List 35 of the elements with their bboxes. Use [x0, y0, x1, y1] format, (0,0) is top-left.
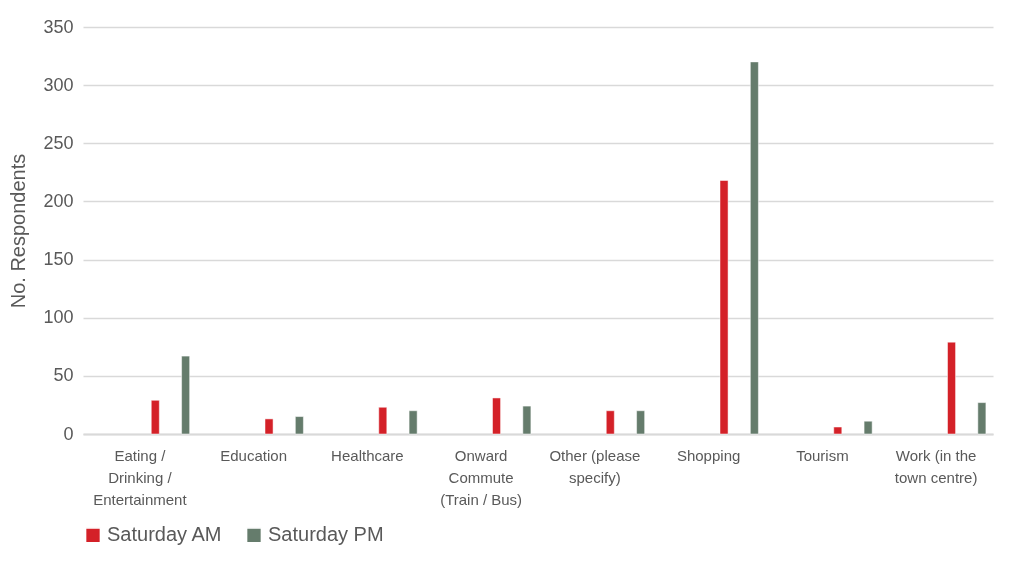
- bar: [719, 180, 729, 435]
- x-tick-label: Onward Commute (Train / Bus): [440, 446, 523, 508]
- bar: [947, 341, 956, 435]
- x-tick-label: Other (please specify): [549, 446, 641, 486]
- y-tick-label: 300: [43, 74, 74, 95]
- x-tick-label: Healthcare: [331, 446, 404, 464]
- bar: [408, 410, 418, 435]
- x-tick-label: Education: [220, 446, 287, 464]
- bar: [295, 416, 304, 435]
- y-tick-label: 50: [53, 365, 74, 386]
- y-tick-label: 0: [63, 423, 74, 444]
- y-tick-label: 150: [43, 249, 74, 270]
- bar: [636, 410, 645, 435]
- bar: [833, 426, 843, 435]
- bar: [863, 420, 873, 435]
- bar: [750, 61, 759, 435]
- bar: [522, 405, 532, 435]
- x-tick-label: Shopping: [676, 446, 741, 464]
- x-tick-label: Eating / Drinking / Entertainment: [93, 446, 188, 508]
- y-tick-label: 350: [43, 16, 74, 37]
- y-tick-label: 250: [43, 132, 74, 153]
- bar: [151, 400, 160, 435]
- x-tick-label: Work (in the town centre): [894, 446, 978, 486]
- bar: [492, 397, 501, 435]
- legend-label: Saturday PM: [268, 523, 384, 546]
- bar: [977, 402, 987, 435]
- legend-label: Saturday AM: [107, 523, 222, 546]
- y-tick-label: 200: [43, 190, 74, 211]
- bar: [264, 418, 274, 435]
- bar: [606, 410, 615, 435]
- bar: [181, 355, 190, 435]
- y-tick-label: 100: [43, 307, 74, 328]
- x-tick-label: Tourism: [796, 446, 849, 464]
- bar: [378, 407, 388, 435]
- y-axis-title: No. Respondents: [7, 153, 30, 309]
